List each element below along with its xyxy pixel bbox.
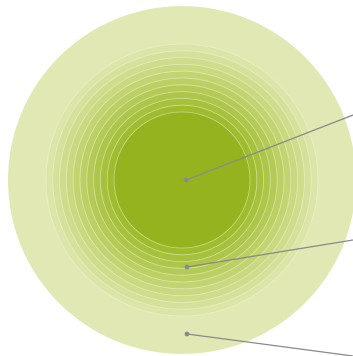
callout-line-inner [185, 114, 353, 181]
callout-group [183, 114, 353, 356]
center-core [113, 111, 251, 249]
callout-line-middle [186, 239, 353, 268]
callout-dot-inner [183, 177, 189, 183]
ring-group [8, 6, 353, 354]
callout-dot-outer [184, 331, 190, 337]
callout-line-outer [186, 333, 353, 356]
callout-dot-middle [184, 264, 190, 270]
